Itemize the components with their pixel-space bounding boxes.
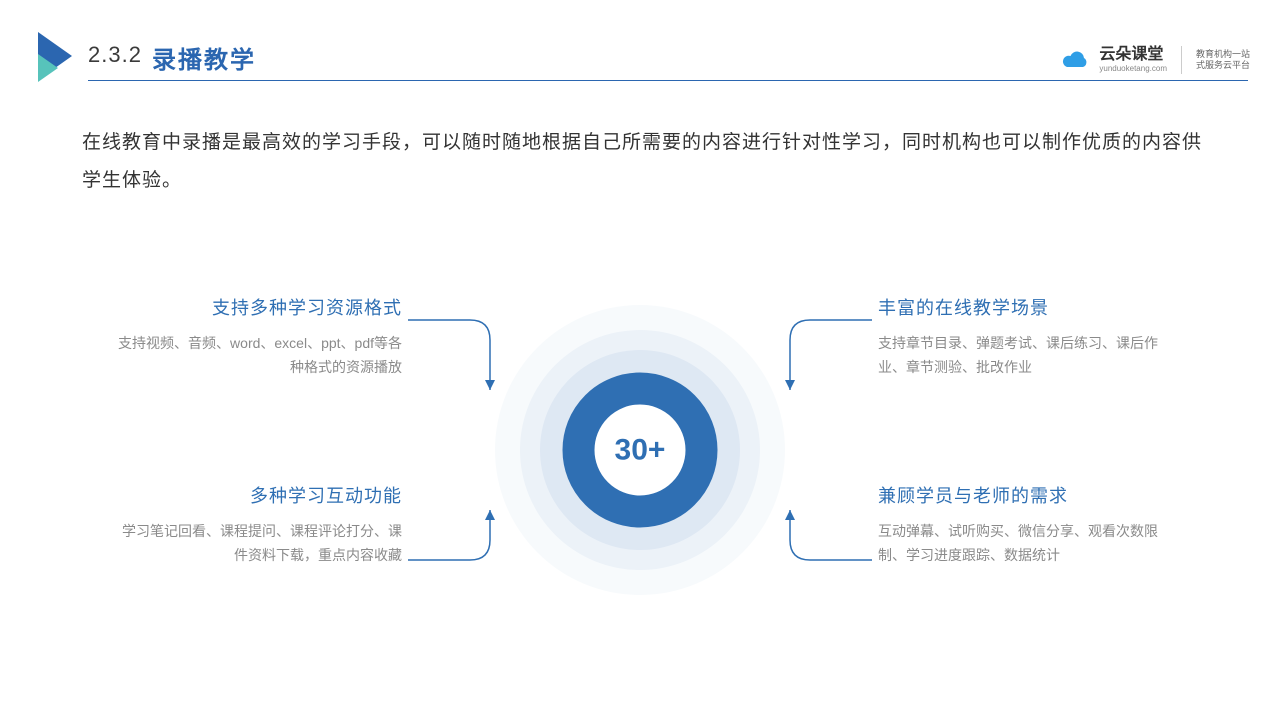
feature-desc: 学习笔记回看、课程提问、课程评论打分、课件资料下载，重点内容收藏 [112,520,402,568]
cloud-icon [1061,49,1091,71]
intro-text: 在线教育中录播是最高效的学习手段，可以随时随地根据自己所需要的内容进行针对性学习… [82,124,1202,200]
logo-divider [1181,46,1182,74]
logo-main: 云朵课堂 [1099,47,1167,63]
feature-desc: 支持章节目录、弹题考试、课后练习、课后作业、章节测验、批改作业 [878,332,1168,380]
section-number: 2.3.2 [88,42,142,68]
feature-top-left: 支持多种学习资源格式 支持视频、音频、word、excel、ppt、pdf等各种… [112,294,402,380]
feature-title: 丰富的在线教学场景 [878,294,1168,320]
logo-tag-line1: 教育机构一站 [1196,49,1250,59]
section-title: 录播教学 [152,40,256,75]
feature-desc: 互动弹幕、试听购买、微信分享、观看次数限制、学习进度跟踪、数据统计 [878,520,1168,568]
feature-desc: 支持视频、音频、word、excel、ppt、pdf等各种格式的资源播放 [112,332,402,380]
logo-tag-line2: 式服务云平台 [1196,60,1250,70]
feature-diagram: 30+ 支持多种学习资源格式 支持视频、音频、word、excel、ppt、pd… [0,260,1280,640]
brand-logo: 云朵课堂 yunduoketang.com 教育机构一站 式服务云平台 [1061,46,1250,74]
feature-top-right: 丰富的在线教学场景 支持章节目录、弹题考试、课后练习、课后作业、章节测验、批改作… [878,294,1168,380]
feature-bottom-right: 兼顾学员与老师的需求 互动弹幕、试听购买、微信分享、观看次数限制、学习进度跟踪、… [878,482,1168,568]
feature-title: 兼顾学员与老师的需求 [878,482,1168,508]
title-underline [88,80,1248,81]
header: 2.3.2 录播教学 云朵课堂 yunduoketang.com 教育机构一站 … [0,28,1280,88]
logo-sub: yunduoketang.com [1099,65,1167,73]
logo-tagline: 教育机构一站 式服务云平台 [1196,49,1250,71]
feature-title: 支持多种学习资源格式 [112,294,402,320]
feature-title: 多种学习互动功能 [112,482,402,508]
feature-bottom-left: 多种学习互动功能 学习笔记回看、课程提问、课程评论打分、课件资料下载，重点内容收… [112,482,402,568]
